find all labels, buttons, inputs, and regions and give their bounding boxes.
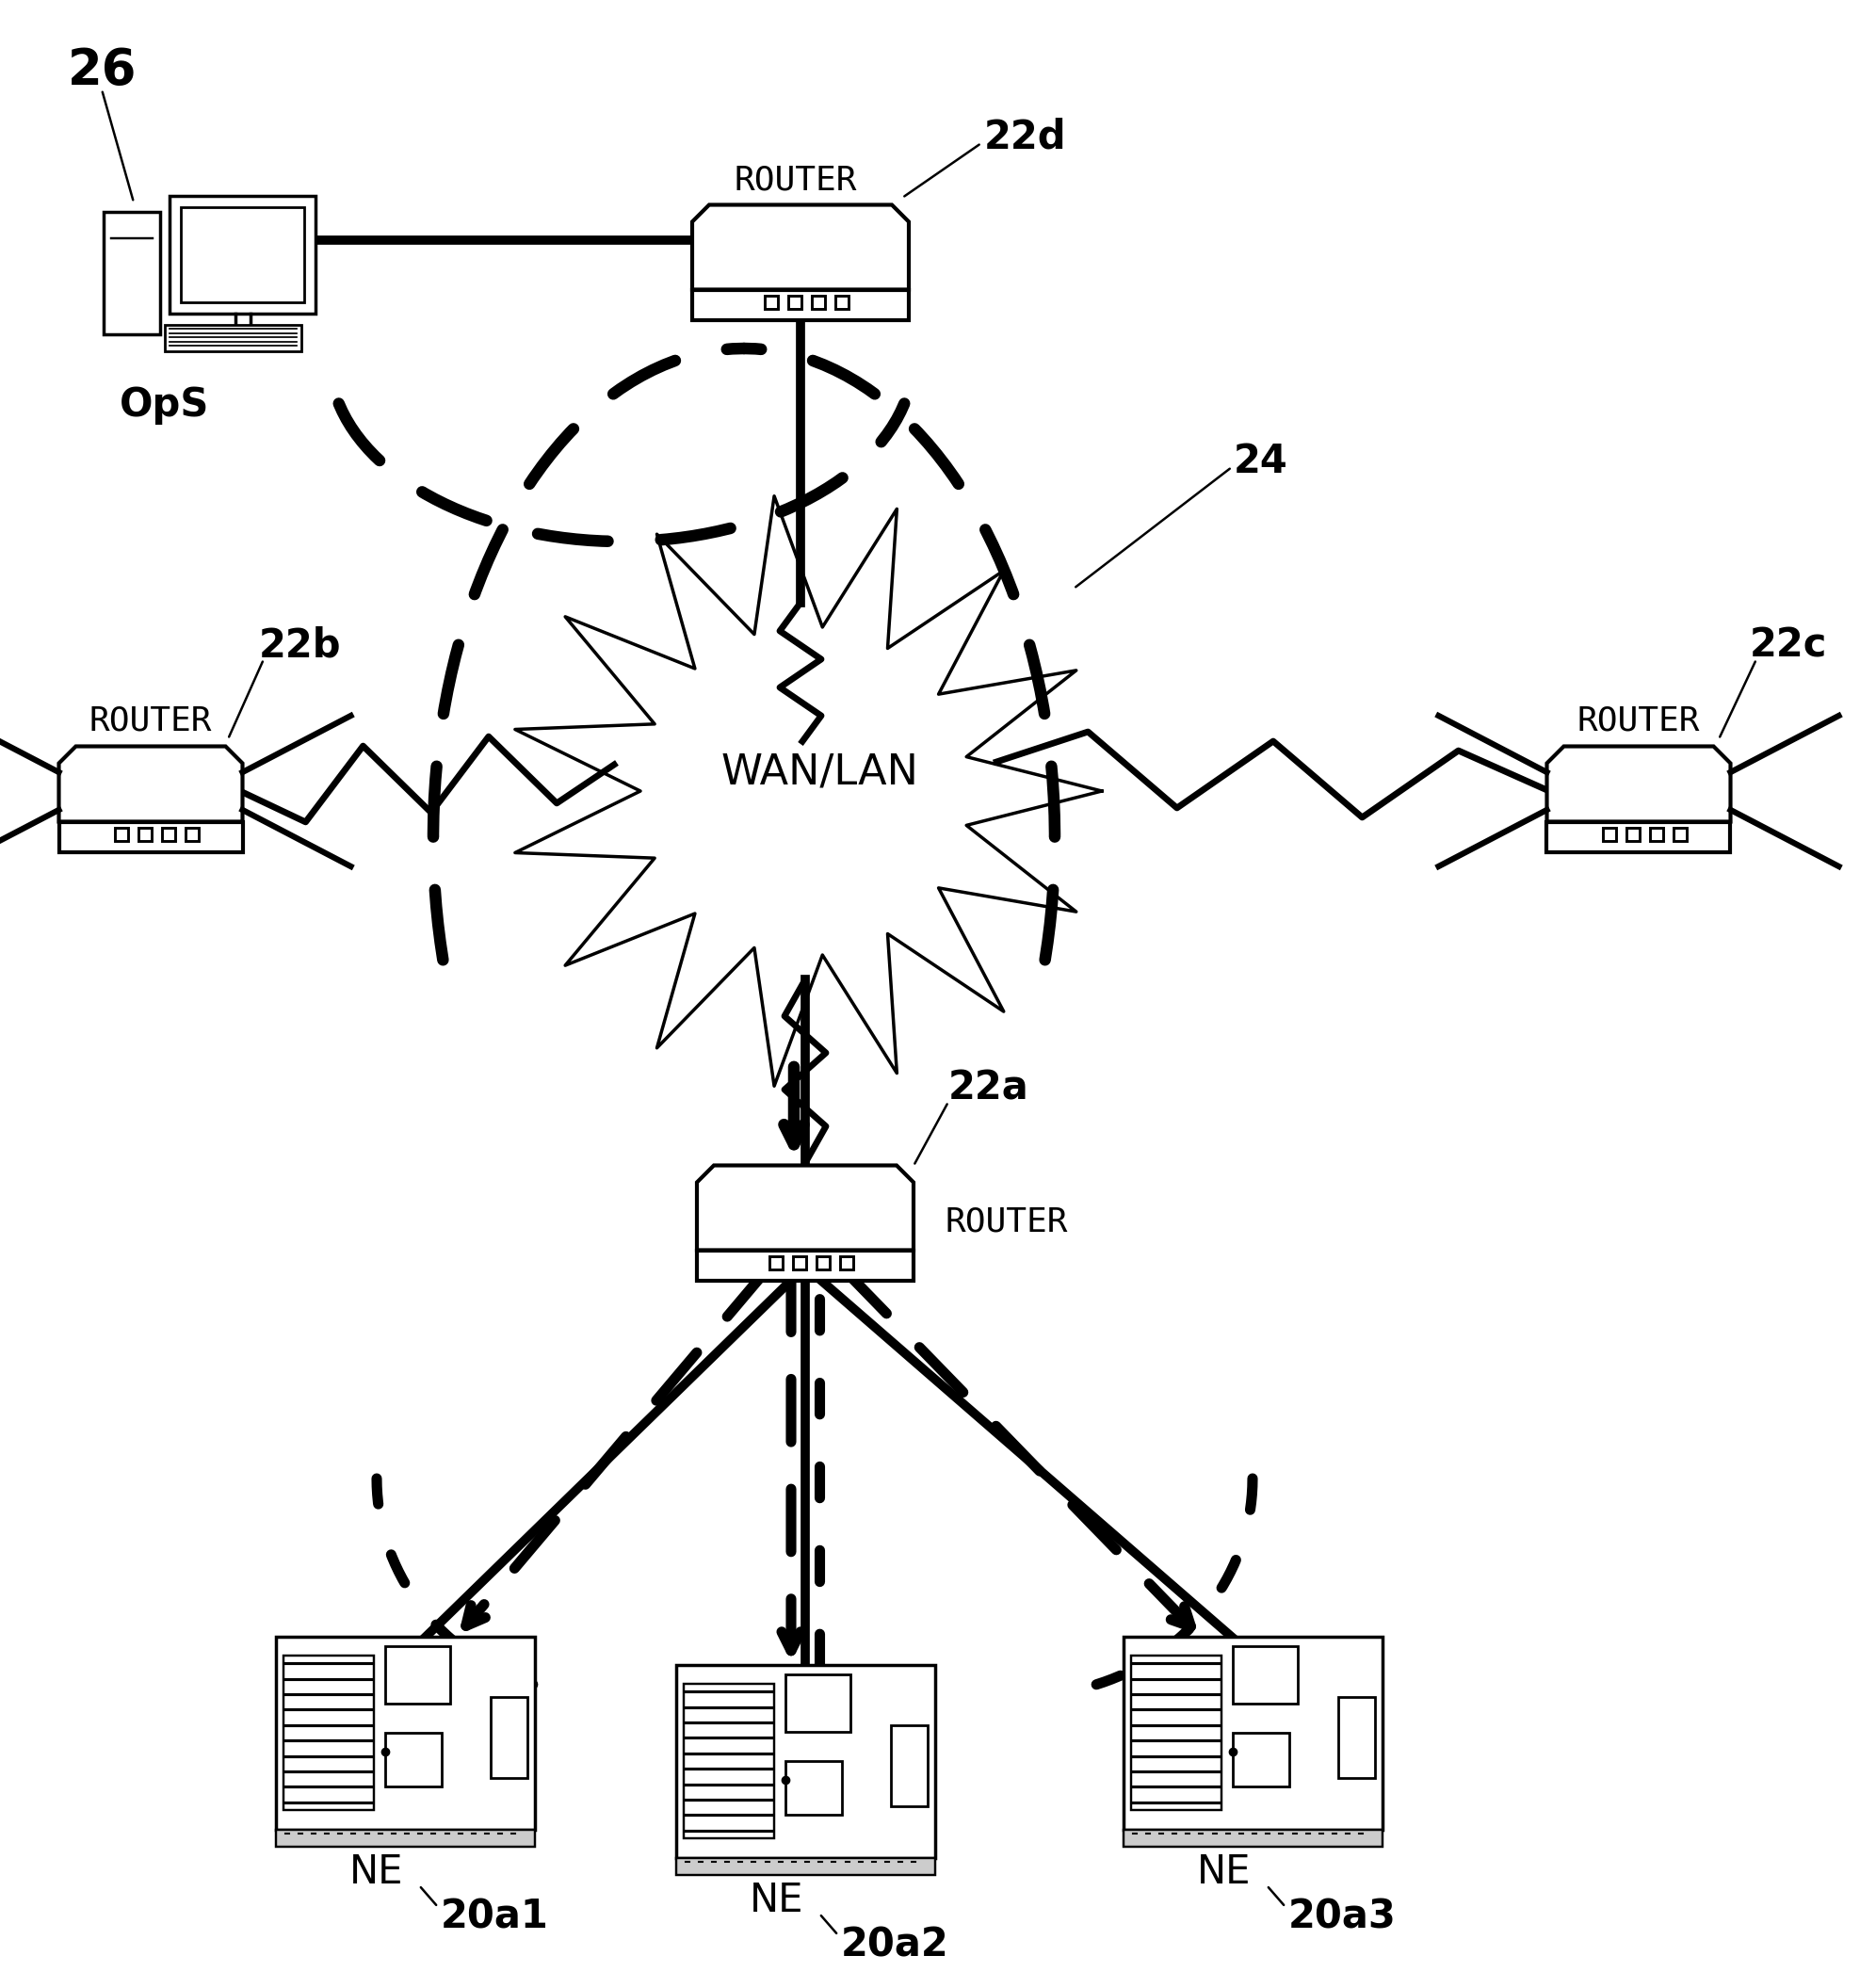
- Bar: [139, 827, 152, 841]
- Bar: [692, 290, 908, 320]
- Bar: [891, 1726, 927, 1807]
- Bar: [385, 1734, 443, 1787]
- Text: 22d: 22d: [985, 117, 1067, 157]
- Text: 20a1: 20a1: [441, 1897, 550, 1936]
- Bar: [1548, 821, 1730, 851]
- Text: OpS: OpS: [120, 386, 210, 425]
- Bar: [169, 195, 315, 314]
- Bar: [161, 827, 174, 841]
- Bar: [675, 1664, 934, 1857]
- Text: ROUTER: ROUTER: [946, 1207, 1067, 1239]
- Text: 24: 24: [1234, 441, 1289, 481]
- Bar: [385, 1646, 450, 1704]
- Bar: [683, 1684, 775, 1839]
- Bar: [114, 827, 128, 841]
- Bar: [186, 827, 199, 841]
- Bar: [492, 1698, 527, 1777]
- Bar: [1651, 827, 1664, 841]
- Bar: [786, 1674, 850, 1732]
- Bar: [769, 1256, 782, 1268]
- Bar: [1233, 1734, 1289, 1787]
- Bar: [765, 296, 779, 308]
- Text: 20a2: 20a2: [840, 1924, 949, 1964]
- Text: 20a3: 20a3: [1289, 1897, 1396, 1936]
- Bar: [812, 296, 825, 308]
- Bar: [675, 1857, 934, 1875]
- Bar: [1338, 1698, 1375, 1777]
- Text: 22b: 22b: [259, 626, 341, 664]
- Bar: [1233, 1646, 1298, 1704]
- Bar: [835, 296, 848, 308]
- Polygon shape: [516, 497, 1101, 1085]
- Bar: [276, 1636, 535, 1829]
- Bar: [794, 1256, 807, 1268]
- Text: NE: NE: [1197, 1853, 1251, 1893]
- Bar: [816, 1256, 829, 1268]
- Polygon shape: [696, 1165, 914, 1250]
- Bar: [1124, 1636, 1383, 1829]
- Text: WAN/LAN: WAN/LAN: [720, 751, 917, 793]
- Text: ROUTER: ROUTER: [734, 165, 857, 197]
- Polygon shape: [58, 746, 242, 821]
- Bar: [840, 1256, 854, 1268]
- Text: ROUTER: ROUTER: [1578, 704, 1700, 736]
- Text: NE: NE: [349, 1853, 403, 1893]
- Bar: [165, 324, 302, 352]
- Bar: [788, 296, 801, 308]
- Bar: [1124, 1829, 1383, 1847]
- Bar: [283, 1656, 373, 1809]
- Bar: [1673, 827, 1687, 841]
- Bar: [103, 213, 159, 334]
- Text: 22a: 22a: [949, 1068, 1030, 1107]
- Bar: [786, 1761, 842, 1815]
- Bar: [1602, 827, 1615, 841]
- Bar: [58, 821, 242, 851]
- Polygon shape: [1548, 746, 1730, 821]
- Bar: [180, 207, 304, 302]
- Bar: [696, 1250, 914, 1280]
- Text: NE: NE: [750, 1881, 805, 1920]
- Bar: [1626, 827, 1640, 841]
- Polygon shape: [692, 205, 908, 290]
- Bar: [276, 1829, 535, 1847]
- Bar: [1131, 1656, 1221, 1809]
- Text: ROUTER: ROUTER: [90, 704, 212, 736]
- Text: 22c: 22c: [1750, 626, 1827, 664]
- Text: 26: 26: [68, 46, 137, 95]
